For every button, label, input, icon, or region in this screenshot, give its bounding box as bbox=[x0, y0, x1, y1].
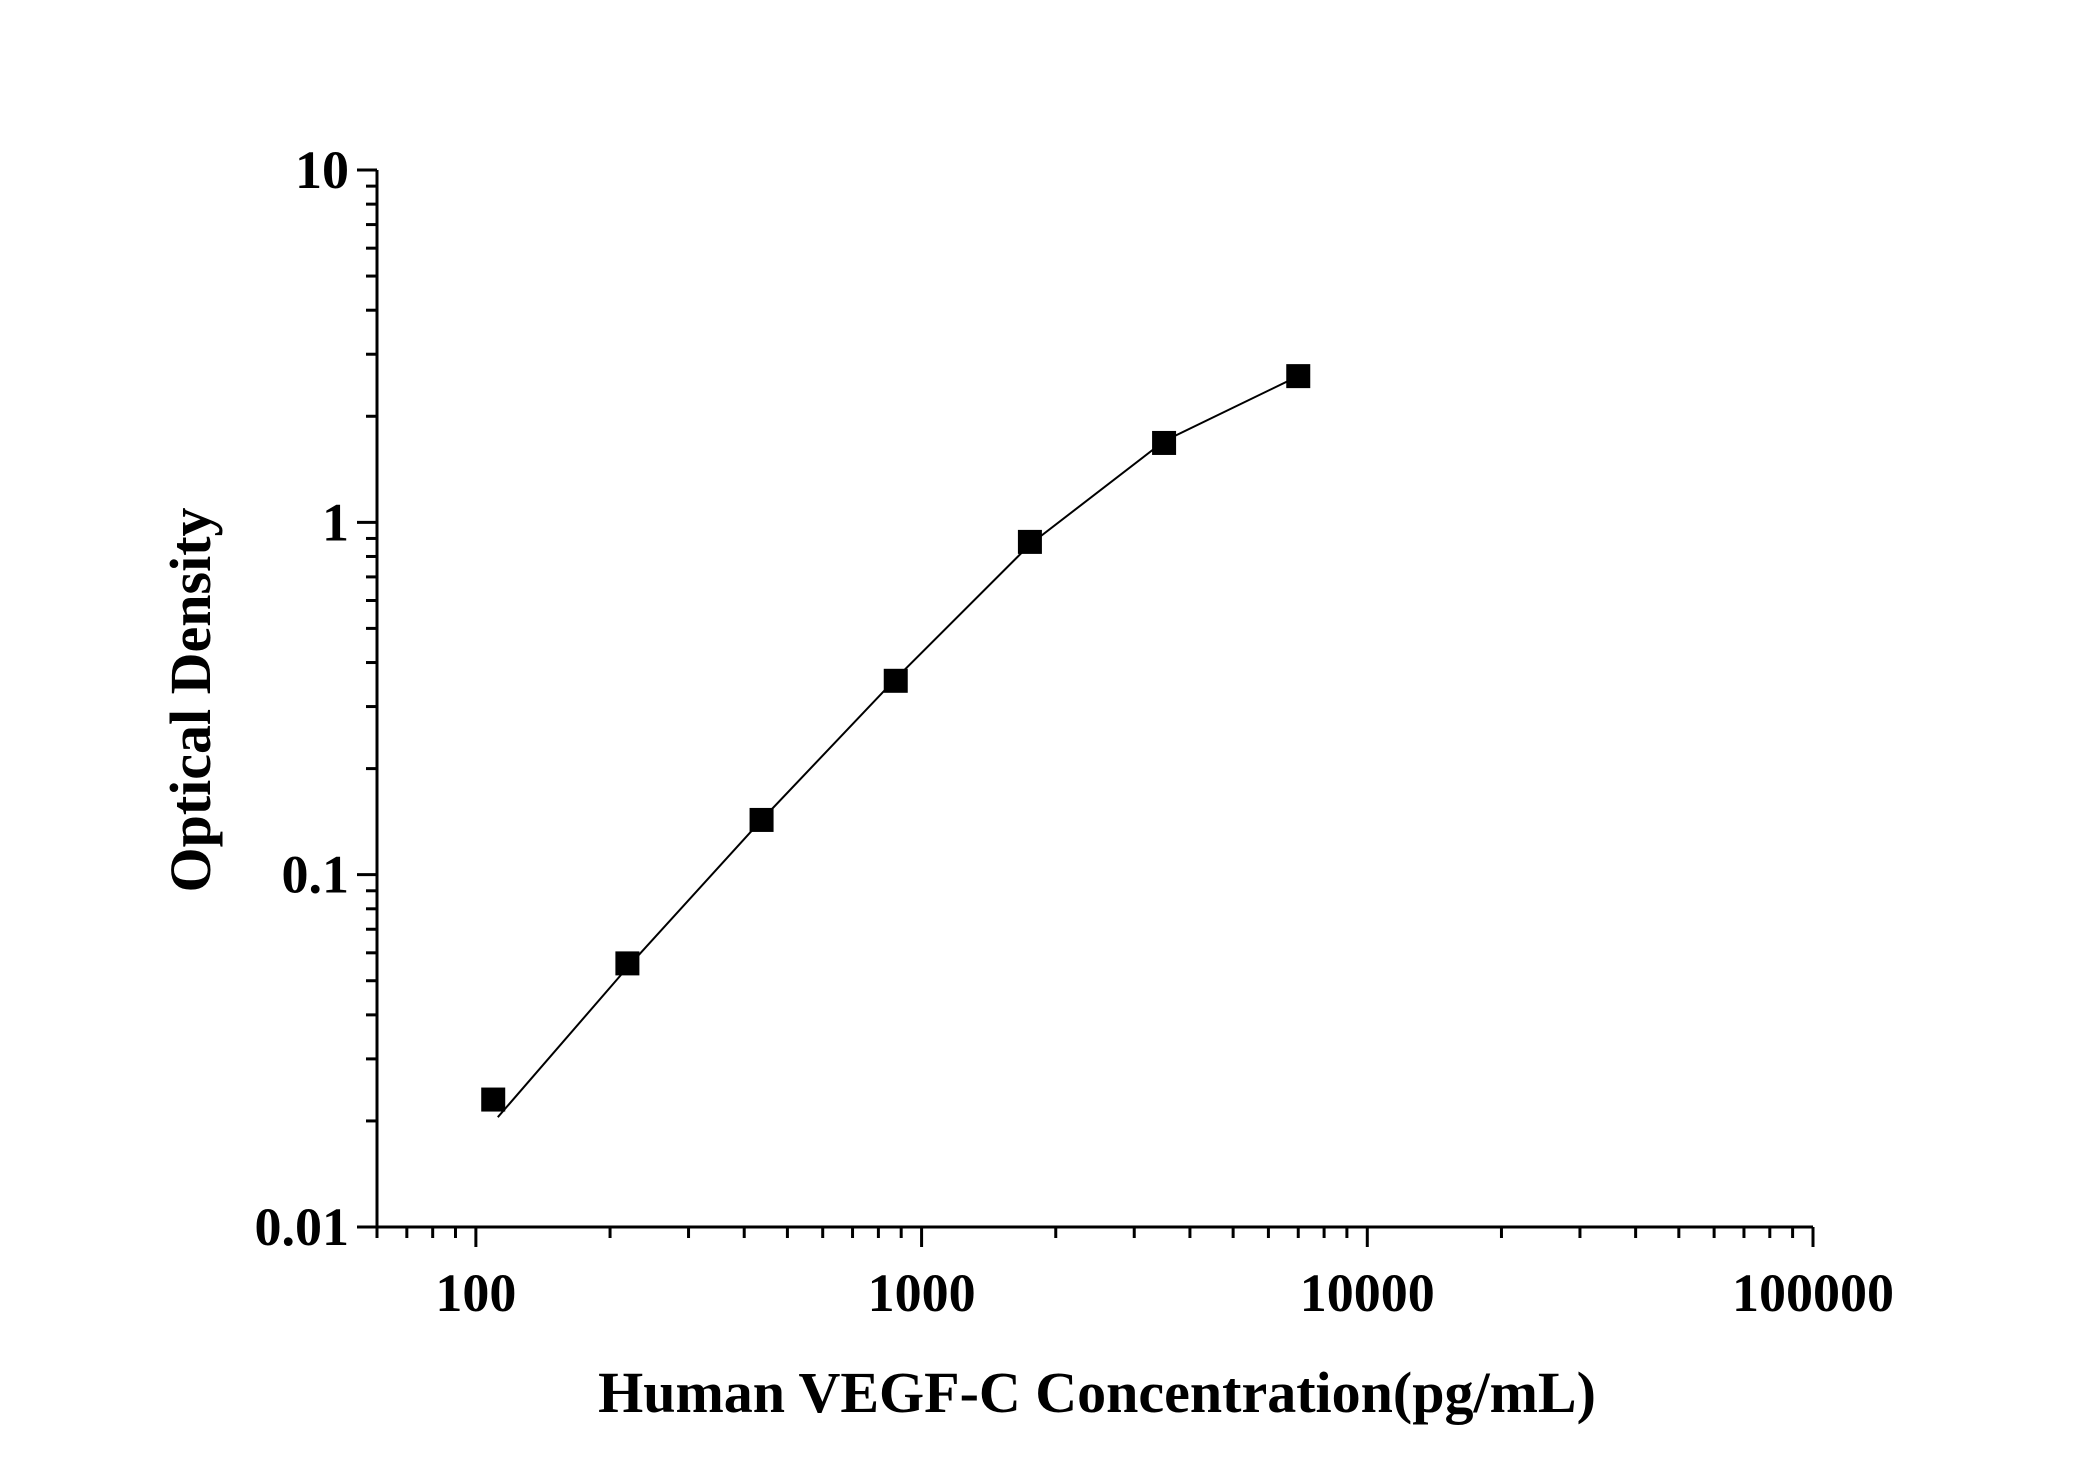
y-ticks bbox=[357, 168, 377, 1229]
data-point bbox=[749, 807, 774, 832]
axes: 0.01 0.1 1 10 100 1000 10000 100000 bbox=[255, 140, 1895, 1323]
data-point bbox=[481, 1087, 506, 1112]
x-tick-label: 100000 bbox=[1732, 1263, 1894, 1323]
x-ticks bbox=[375, 1227, 1815, 1247]
x-axis-title: Human VEGF-C Concentration(pg/mL) bbox=[598, 1360, 1596, 1425]
plot-area bbox=[481, 364, 1311, 1118]
data-point bbox=[1017, 529, 1042, 554]
x-tick-label: 10000 bbox=[1300, 1263, 1435, 1323]
y-tick-labels: 0.01 0.1 1 10 bbox=[255, 140, 350, 1257]
x-tick-label: 100 bbox=[435, 1263, 516, 1323]
y-tick-label: 10 bbox=[295, 140, 349, 200]
fit-curve bbox=[497, 375, 1299, 1118]
y-tick-label: 0.01 bbox=[255, 1197, 350, 1257]
data-point bbox=[883, 668, 908, 693]
data-point bbox=[1286, 364, 1311, 389]
y-tick-label: 0.1 bbox=[282, 845, 350, 905]
x-tick-label: 1000 bbox=[868, 1263, 976, 1323]
x-tick-labels: 100 1000 10000 100000 bbox=[435, 1263, 1894, 1323]
y-axis-title: Optical Density bbox=[158, 507, 223, 892]
y-tick-label: 1 bbox=[322, 492, 349, 552]
data-point bbox=[615, 951, 640, 976]
data-markers bbox=[481, 364, 1311, 1112]
data-point bbox=[1152, 430, 1177, 455]
